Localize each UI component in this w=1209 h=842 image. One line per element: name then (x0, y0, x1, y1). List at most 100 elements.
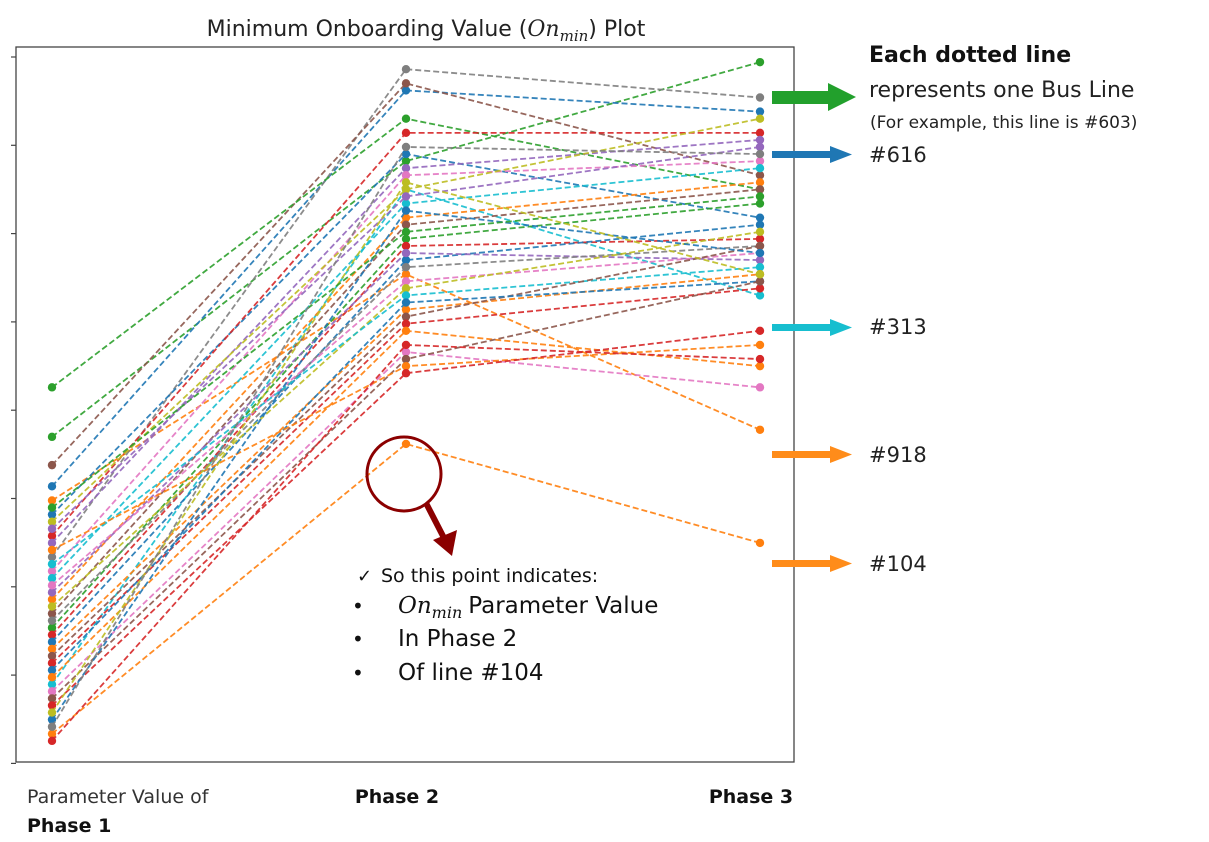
series-26 (47, 284, 765, 668)
data-point (755, 234, 765, 244)
data-point (47, 524, 57, 533)
data-point (401, 277, 411, 286)
chart-title-suffix: ) Plot (588, 17, 645, 42)
series-6 (47, 79, 765, 470)
data-point (47, 680, 57, 689)
data-point (47, 482, 57, 491)
data-point (755, 361, 765, 371)
data-point (401, 65, 411, 74)
data-point (401, 156, 411, 166)
series-line-918 (47, 270, 765, 505)
series-line (51, 223, 761, 643)
series-line-616 (47, 86, 765, 491)
data-point (755, 326, 765, 335)
data-point (401, 86, 411, 95)
series-37 (47, 192, 765, 512)
data-point (755, 220, 765, 229)
series-17 (47, 234, 765, 640)
data-point (401, 192, 411, 201)
data-point (401, 319, 411, 328)
data-point (755, 192, 765, 201)
note-item-1-rest: Parameter Value (468, 593, 658, 619)
x-label-phase1-line2: Phase 1 (27, 815, 111, 837)
data-point (401, 305, 411, 314)
series-36 (47, 178, 765, 717)
data-point (401, 312, 411, 321)
data-point (755, 241, 765, 251)
series-line (51, 252, 761, 587)
data-point (47, 722, 57, 731)
data-point (401, 354, 411, 364)
data-point (755, 213, 765, 222)
data-point (755, 354, 765, 364)
data-point (755, 128, 765, 138)
data-point (47, 602, 57, 611)
data-point (755, 107, 765, 116)
data-point (401, 142, 411, 152)
data-point (47, 736, 57, 746)
data-point (47, 383, 57, 392)
data-point (401, 234, 411, 244)
arrow-603 (772, 83, 856, 111)
arrow-616 (772, 146, 852, 163)
series-38 (47, 142, 765, 731)
note-item-1: Onmin Parameter Value (398, 593, 658, 622)
data-point (47, 545, 57, 555)
series-line (51, 442, 761, 735)
series-line (51, 82, 761, 466)
data-point (755, 227, 765, 237)
series-line (51, 68, 761, 558)
series-25 (47, 241, 765, 661)
data-point (47, 581, 57, 590)
y-axis-ticks (11, 56, 16, 765)
data-point (47, 708, 57, 717)
data-point (47, 694, 57, 703)
data-point (47, 637, 57, 647)
series-30 (47, 277, 765, 703)
callout-104: #104 (869, 552, 927, 576)
data-point (755, 425, 765, 434)
data-point (47, 595, 57, 604)
data-point (47, 531, 57, 541)
arrow-313 (772, 319, 852, 336)
data-point (755, 163, 765, 173)
series-16 (47, 199, 765, 632)
data-point (401, 369, 411, 378)
series-19 (47, 248, 765, 597)
data-point (47, 729, 57, 738)
series-10 (47, 135, 765, 548)
note-item-2: In Phase 2 (398, 626, 517, 652)
chart-title-prefix: Minimum Onboarding Value ( (207, 17, 528, 42)
data-point (47, 588, 57, 597)
legend-line2: represents one Bus Line (869, 78, 1134, 103)
data-point (755, 135, 765, 145)
data-point (401, 270, 411, 279)
data-point (401, 178, 411, 187)
data-point (401, 361, 411, 371)
series-32 (47, 326, 765, 710)
data-point (401, 128, 411, 138)
data-point (755, 284, 765, 293)
data-point (401, 213, 411, 222)
data-point (47, 460, 57, 470)
data-point (401, 114, 411, 123)
note-item-3: Of line #104 (398, 660, 544, 686)
data-point (47, 644, 57, 654)
chart-title-subscript: min (560, 27, 589, 45)
data-point (47, 701, 57, 710)
data-point (755, 538, 765, 548)
x-label-phase1-line1: Parameter Value of (27, 786, 210, 808)
data-point (47, 566, 57, 576)
highlight-arrow-shaft (423, 501, 447, 540)
series-35 (47, 142, 765, 533)
data-point (755, 255, 765, 265)
series-23 (47, 262, 765, 569)
series-layer (47, 57, 765, 746)
data-point (401, 185, 411, 194)
data-point (755, 340, 765, 350)
data-point (755, 383, 765, 392)
plot-area-frame (15, 46, 795, 763)
data-point (47, 496, 57, 505)
data-point (401, 248, 411, 258)
